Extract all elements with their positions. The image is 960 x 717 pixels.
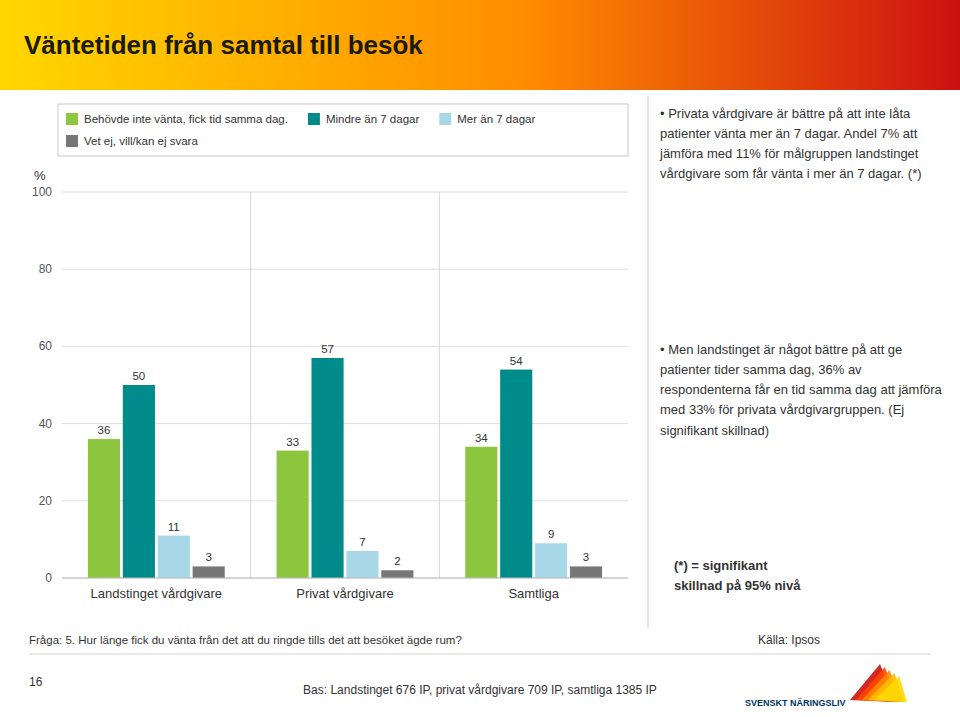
x-tick-label: Privat vårdgivare — [296, 586, 394, 601]
separator — [648, 96, 649, 628]
legend-box — [58, 104, 628, 156]
bar — [535, 543, 567, 578]
data-labels: 36 33 34 50 57 54 11 7 9 3 2 3 — [98, 343, 590, 567]
data-label: 33 — [286, 436, 299, 448]
bars — [88, 358, 602, 578]
page-number: 16 — [29, 675, 43, 689]
bar — [500, 370, 532, 578]
logo — [850, 664, 907, 702]
data-label: 7 — [359, 536, 365, 548]
header-bar — [0, 0, 960, 90]
title: Väntetiden från samtal till besök — [24, 30, 423, 60]
bar — [381, 570, 413, 578]
grid-line — [62, 346, 628, 347]
note: (*) = signifikant skillnad på 95% nivå — [674, 556, 944, 596]
bar — [311, 358, 343, 578]
data-label: 50 — [132, 370, 145, 382]
legend-swatch — [66, 135, 78, 147]
legend: Behövde inte vänta, fick tid samma dag. M… — [58, 104, 628, 156]
data-label: 34 — [475, 432, 488, 444]
bar — [88, 439, 120, 578]
data-label: 57 — [321, 343, 334, 355]
legend-label: Behövde inte vänta, fick tid samma dag. — [84, 113, 288, 125]
y-tick-label: 60 — [39, 339, 53, 353]
legend-swatch — [439, 113, 451, 125]
bar — [123, 385, 155, 578]
bar — [158, 536, 190, 578]
note: • Men landstinget är något bättre på att… — [660, 340, 945, 441]
source-text: Källa: Ipsos — [758, 633, 820, 647]
base-text: Bas: Landstinget 676 IP, privat vårdgiva… — [303, 683, 657, 697]
footer-line — [29, 654, 931, 655]
group-divider — [250, 192, 251, 578]
data-label: 54 — [510, 355, 523, 367]
grid-line — [62, 269, 628, 270]
group-divider — [439, 192, 440, 578]
y-tick-label: 0 — [45, 571, 52, 585]
legend-swatch — [308, 113, 320, 125]
legend-label: Mindre än 7 dagar — [326, 113, 420, 125]
y-tick-label: 40 — [39, 417, 53, 431]
logo-shape — [874, 676, 907, 702]
bar — [465, 447, 497, 578]
bar — [570, 566, 602, 578]
y-tick-label: 100 — [32, 185, 52, 199]
y-axis-label: % — [34, 168, 46, 183]
legend-swatch — [66, 113, 78, 125]
grid-line — [62, 192, 628, 193]
grid-line — [62, 578, 628, 579]
data-label: 36 — [98, 424, 111, 436]
bar — [346, 551, 378, 578]
y-tick-label: 20 — [39, 494, 53, 508]
legend-label: Vet ej, vill/kan ej svara — [84, 135, 198, 147]
question-text: Fråga: 5. Hur länge fick du vänta från d… — [29, 634, 462, 646]
grid — [62, 192, 628, 578]
data-label: 3 — [583, 551, 589, 563]
data-label: 11 — [168, 521, 180, 533]
logo-text: SVENSKT NÄRINGSLIV — [745, 698, 846, 708]
note: • Privata vårdgivare är bättre på att in… — [660, 104, 945, 185]
x-tick-label: Landstinget vårdgivare — [91, 586, 223, 601]
baseline — [62, 578, 628, 579]
data-label: 3 — [205, 551, 211, 563]
data-label: 9 — [548, 528, 554, 540]
legend-label: Mer än 7 dagar — [457, 113, 535, 125]
y-tick-label: 80 — [39, 262, 53, 276]
data-label: 2 — [394, 555, 400, 567]
bar — [277, 451, 309, 578]
x-tick-label: Samtliga — [508, 586, 559, 601]
bar — [193, 566, 225, 578]
